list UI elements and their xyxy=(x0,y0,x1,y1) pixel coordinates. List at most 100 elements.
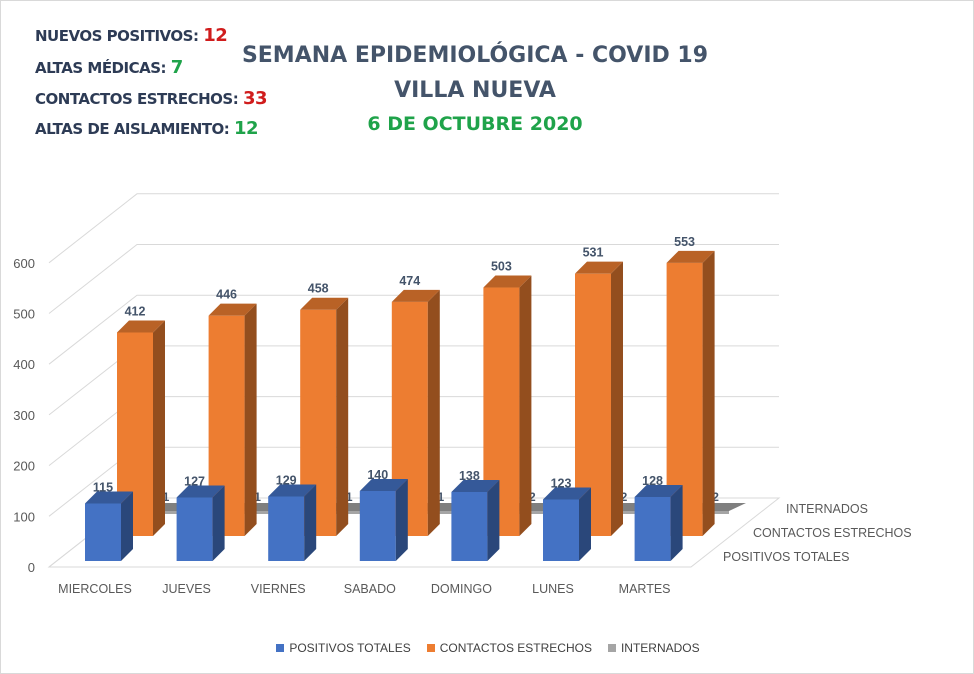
stat-value: 12 xyxy=(234,118,259,139)
bar-front xyxy=(634,497,671,561)
chart-subtitle: VILLA NUEVA xyxy=(394,78,556,103)
legend: POSITIVOS TOTALES CONTACTOS ESTRECHOS IN… xyxy=(1,641,973,655)
data-label-contactos: 531 xyxy=(583,246,604,260)
bar-top xyxy=(543,487,591,500)
x-tick-label: SABADO xyxy=(344,582,396,596)
bar-side xyxy=(153,320,165,536)
x-tick-label: LUNES xyxy=(532,582,574,596)
gridline xyxy=(48,193,779,264)
data-label-internados: 2 xyxy=(621,490,628,504)
stat-nuevos-positivos: NUEVOS POSITIVOS: 12 xyxy=(35,25,228,46)
x-tick-label: VIERNES xyxy=(251,582,306,596)
x-tick-label: MIERCOLES xyxy=(58,582,132,596)
bar-side xyxy=(611,261,623,536)
data-label-contactos: 458 xyxy=(308,282,329,296)
bar-top xyxy=(208,303,257,316)
y-tick-label: 600 xyxy=(13,256,35,271)
bar-front xyxy=(543,499,579,561)
bar-top xyxy=(176,485,225,498)
legend-item: CONTACTOS ESTRECHOS xyxy=(426,641,592,655)
bar-positivos-totales xyxy=(85,491,133,561)
legend-label: INTERNADOS xyxy=(620,641,700,655)
y-tick-label: 400 xyxy=(13,357,35,372)
data-label-positivos: 129 xyxy=(276,474,297,488)
bar-positivos-totales xyxy=(268,484,317,561)
data-label-positivos: 127 xyxy=(184,475,205,489)
bar-front xyxy=(451,492,488,561)
bar-top xyxy=(359,479,408,491)
data-label-positivos: 123 xyxy=(551,477,572,491)
data-label-contactos: 474 xyxy=(399,274,420,288)
depth-axis-label: POSITIVOS TOTALES xyxy=(723,550,849,564)
bar-side xyxy=(212,485,225,561)
bar-side xyxy=(121,491,133,561)
bar-contactos-estrechos xyxy=(483,275,532,536)
data-label-internados: 1 xyxy=(437,490,444,504)
data-label-contactos: 412 xyxy=(125,304,146,318)
stat-label: NUEVOS POSITIVOS: xyxy=(35,27,199,45)
bar-top xyxy=(300,297,349,310)
bar-top xyxy=(117,320,165,333)
legend-label: CONTACTOS ESTRECHOS xyxy=(439,641,592,655)
bar-top xyxy=(391,289,440,302)
stat-label: ALTAS DE AISLAMIENTO: xyxy=(35,120,230,138)
legend-item: INTERNADOS xyxy=(607,641,700,655)
bar-top xyxy=(85,491,133,504)
bar-top xyxy=(268,484,317,497)
legend-item: POSITIVOS TOTALES xyxy=(276,641,411,655)
bar-side xyxy=(702,250,715,536)
stat-value: 12 xyxy=(203,25,228,46)
bar-side xyxy=(487,480,500,561)
bar-side xyxy=(244,303,257,536)
bar-positivos-totales xyxy=(359,479,408,561)
bar-positivos-totales xyxy=(176,485,225,561)
stat-altas-medicas: ALTAS MÉDICAS: 7 xyxy=(35,57,183,78)
chart-title: SEMANA EPIDEMIOLÓGICA - COVID 19 xyxy=(241,43,709,68)
gridline xyxy=(48,244,779,314)
gridline xyxy=(48,294,779,365)
bar-front xyxy=(85,503,121,561)
x-tick-label: DOMINGO xyxy=(431,582,492,596)
y-tick-label: 300 xyxy=(13,408,35,423)
bar-side xyxy=(519,275,532,536)
bar-side xyxy=(336,297,349,536)
depth-axis-label: INTERNADOS xyxy=(786,502,868,516)
stat-altas-aislamiento: ALTAS DE AISLAMIENTO: 12 xyxy=(35,118,259,139)
bar-top xyxy=(575,261,623,274)
data-label-contactos: 503 xyxy=(491,260,512,274)
bar-positivos-totales xyxy=(451,480,500,561)
chart-date: 6 DE OCTUBRE 2020 xyxy=(367,113,583,135)
data-label-internados: 1 xyxy=(163,490,170,504)
stat-value: 33 xyxy=(242,88,268,109)
legend-swatch xyxy=(276,644,285,652)
bar-top xyxy=(483,275,532,288)
bar-side xyxy=(427,289,440,536)
bar-top xyxy=(451,480,500,492)
y-tick-label: 500 xyxy=(13,307,35,322)
stat-contactos-estrechos: CONTACTOS ESTRECHOS: 33 xyxy=(35,88,268,109)
bar-positivos-totales xyxy=(634,485,683,561)
bar-side xyxy=(579,487,591,561)
data-label-positivos: 140 xyxy=(367,468,388,482)
bar-front xyxy=(176,497,213,561)
stat-label: CONTACTOS ESTRECHOS: xyxy=(35,90,239,108)
data-label-positivos: 115 xyxy=(93,481,113,495)
stat-value: 7 xyxy=(170,57,184,78)
legend-swatch xyxy=(426,644,435,652)
data-label-internados: 2 xyxy=(712,490,719,504)
data-label-internados: 1 xyxy=(254,490,261,504)
y-tick-label: 200 xyxy=(13,459,35,474)
y-tick-label: 0 xyxy=(28,560,35,575)
x-tick-label: MARTES xyxy=(619,582,671,596)
bar-front xyxy=(359,491,396,561)
bar-side xyxy=(670,485,683,561)
bar-top xyxy=(666,250,715,263)
bar-front xyxy=(268,496,305,561)
data-label-contactos: 553 xyxy=(674,235,695,249)
x-tick-label: JUEVES xyxy=(162,582,211,596)
bar-side xyxy=(395,479,408,561)
data-label-internados: 1 xyxy=(346,490,353,504)
bar-top xyxy=(634,485,683,497)
